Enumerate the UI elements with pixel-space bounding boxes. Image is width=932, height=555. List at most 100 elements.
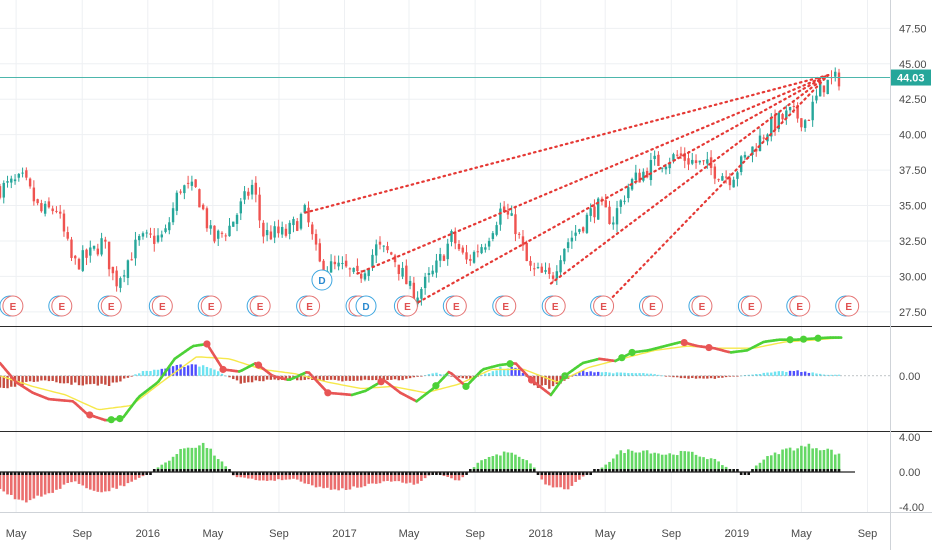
- crossover-dot[interactable]: [219, 366, 226, 373]
- candle-body: [593, 206, 595, 217]
- candle-body: [383, 246, 385, 247]
- crossover-dot[interactable]: [255, 362, 262, 369]
- histogram-bar: [462, 376, 464, 378]
- earnings-marker[interactable]: E: [591, 296, 614, 316]
- oscillator-bar: [823, 450, 826, 472]
- candle-body: [285, 229, 287, 236]
- candle-body: [567, 242, 569, 248]
- candle-body: [108, 242, 110, 270]
- histogram-bar: [405, 376, 407, 379]
- histogram-bar: [431, 373, 433, 375]
- price-tick-label: 40.00: [899, 130, 927, 142]
- crossover-dot[interactable]: [786, 336, 793, 343]
- crossover-dot[interactable]: [324, 389, 331, 396]
- histogram-bar: [341, 376, 343, 382]
- earnings-marker[interactable]: E: [836, 296, 859, 316]
- earnings-marker[interactable]: E: [443, 296, 466, 316]
- crossover-dot[interactable]: [203, 340, 210, 347]
- earnings-marker[interactable]: E: [297, 296, 320, 316]
- marker-label: E: [649, 302, 656, 313]
- histogram-bar: [326, 376, 328, 380]
- dividend-marker[interactable]: D: [312, 270, 332, 290]
- candle-body: [236, 215, 238, 224]
- earnings-marker[interactable]: E: [149, 296, 172, 316]
- candle-body: [559, 260, 561, 272]
- earnings-marker[interactable]: E: [98, 296, 121, 316]
- crossover-dot[interactable]: [618, 354, 625, 361]
- earnings-marker[interactable]: E: [49, 296, 72, 316]
- candle-body: [146, 232, 148, 233]
- earnings-marker[interactable]: E: [493, 296, 516, 316]
- candle-body: [691, 160, 693, 164]
- price-tick-label: 45.00: [899, 59, 927, 71]
- candle-body: [198, 189, 200, 207]
- earnings-marker[interactable]: E: [738, 296, 761, 316]
- candle-body: [123, 275, 125, 276]
- candle-body: [315, 234, 317, 245]
- crossover-dot[interactable]: [377, 378, 384, 385]
- crossover-dot[interactable]: [86, 411, 93, 418]
- earnings-marker[interactable]: E: [0, 296, 23, 316]
- dividend-marker[interactable]: D: [356, 296, 376, 316]
- crossover-dot[interactable]: [108, 416, 115, 423]
- candle-body: [721, 176, 723, 181]
- trendline[interactable]: [414, 75, 828, 305]
- histogram-bar: [51, 376, 53, 381]
- trendline[interactable]: [605, 75, 828, 305]
- crossover-dot[interactable]: [705, 344, 712, 351]
- histogram-bar: [85, 376, 87, 384]
- oscillator-bar: [100, 472, 103, 492]
- candle-body: [337, 263, 339, 267]
- candle-body: [435, 261, 437, 273]
- crossover-dot[interactable]: [506, 360, 513, 367]
- price-panel[interactable]: EEEEEEEEEEEEEEEEEEDD: [0, 67, 890, 316]
- candle-body: [488, 241, 490, 247]
- crossover-dot[interactable]: [116, 415, 123, 422]
- price-tick-label: 27.50: [899, 307, 927, 319]
- crossover-dot[interactable]: [528, 376, 535, 383]
- histogram-bar: [243, 376, 245, 383]
- candle-body: [537, 267, 539, 268]
- oscillator-panel[interactable]: [0, 443, 855, 503]
- histogram-bar: [646, 374, 648, 376]
- macd-panel[interactable]: [0, 335, 890, 424]
- marker-label: E: [845, 302, 852, 313]
- earnings-marker[interactable]: E: [542, 296, 565, 316]
- trendline[interactable]: [305, 75, 828, 212]
- candle-body: [431, 271, 433, 275]
- candle-body: [838, 73, 840, 87]
- earnings-marker[interactable]: E: [787, 296, 810, 316]
- histogram-bar: [484, 374, 486, 376]
- time-tick-label: May: [399, 528, 420, 540]
- crossover-dot[interactable]: [814, 335, 821, 342]
- time-tick-label: May: [791, 528, 812, 540]
- histogram-bar: [510, 367, 512, 376]
- crossover-dot[interactable]: [800, 336, 807, 343]
- crossover-dot[interactable]: [432, 382, 439, 389]
- candle-body: [341, 263, 343, 264]
- histogram-bar: [435, 373, 437, 376]
- candle-body: [138, 236, 140, 240]
- trendline[interactable]: [357, 75, 828, 273]
- earnings-marker[interactable]: E: [689, 296, 712, 316]
- oscillator-bar: [683, 451, 686, 472]
- oscillator-bar: [48, 472, 51, 493]
- earnings-marker[interactable]: E: [247, 296, 270, 316]
- oscillator-bar: [183, 448, 186, 472]
- histogram-bar: [33, 376, 35, 382]
- earnings-marker[interactable]: E: [198, 296, 221, 316]
- crossover-dot[interactable]: [628, 349, 635, 356]
- earnings-marker[interactable]: E: [394, 296, 417, 316]
- candle-body: [364, 273, 366, 279]
- candle-body: [428, 273, 430, 275]
- earnings-marker[interactable]: E: [639, 296, 662, 316]
- marker-label: E: [748, 302, 755, 313]
- time-tick-label: 2019: [725, 528, 749, 540]
- candle-body: [657, 155, 659, 166]
- crossover-dot[interactable]: [681, 339, 688, 346]
- crossover-dot[interactable]: [462, 383, 469, 390]
- histogram-bar: [217, 371, 219, 376]
- oscillator-bar: [785, 448, 788, 472]
- candle-body: [164, 228, 166, 232]
